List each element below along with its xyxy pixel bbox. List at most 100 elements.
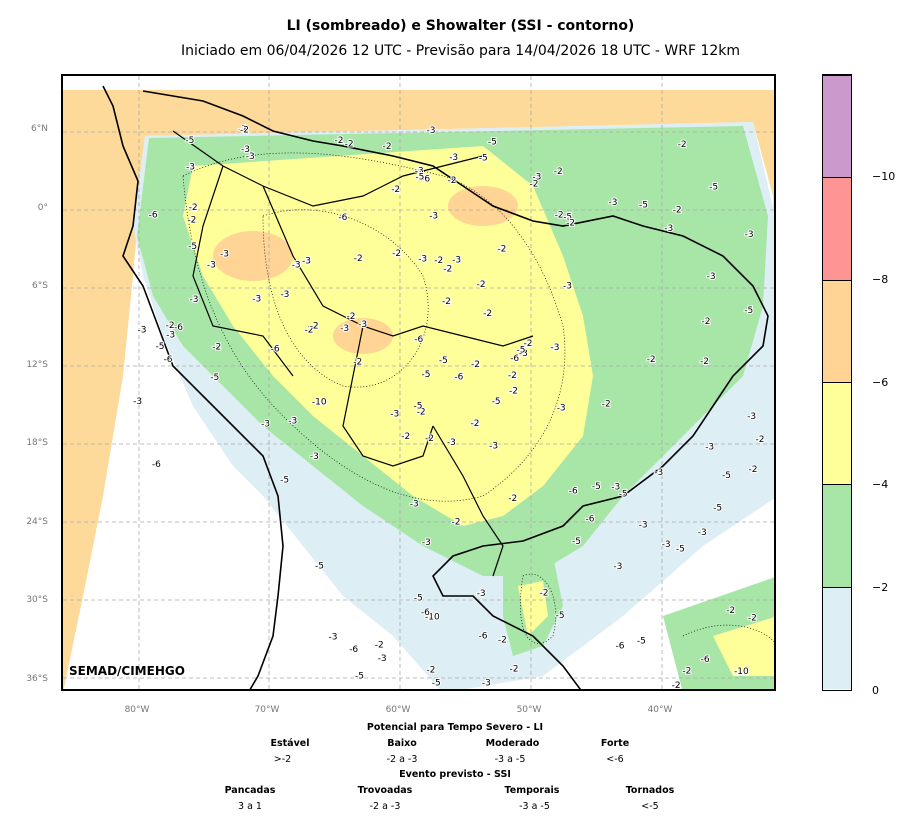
contour-label: -5 [517,345,526,355]
contour-label: -3 [563,281,572,291]
contour-label: -2 [425,434,434,444]
map-panel: -3 -3 -2 -6 -5 -2 -3 -5 -5 -3 -10 -5 -3 -2 -3 -3 -2 -3 -2-… [61,74,776,691]
contour-label: -5 [432,679,441,689]
contour-label: -10 [312,398,327,408]
contour-label: -6 [454,373,463,383]
contour-label: -6 [149,211,158,221]
legend-ssi-value: -3 a -5 [519,801,550,812]
contour-label: -2 [434,256,443,266]
contour-label: -2 [442,297,451,307]
contour-label: -2 [497,245,506,255]
contour-label: -3 [427,126,436,136]
contour-label: -2 [678,140,687,150]
contour-label: -3 [422,538,431,548]
contour-label: -3 [378,654,387,664]
contour-label: -3 [186,162,195,172]
legend-li-name: Baixo [387,738,417,749]
ssi-contours [182,152,774,644]
contour-label: -6 [164,355,173,365]
contour-label: -6 [152,460,161,470]
contour-label: -3 [698,528,707,538]
legend-ssi-name: Tornados [625,785,675,796]
contour-label: -2 [187,215,196,225]
contour-label: -2 [392,249,401,259]
contour-label: -2 [166,321,175,331]
contour-label: -3 [429,212,438,222]
contour-label: -2 [305,325,314,335]
colorbar-segment [823,484,851,587]
contour-label: -2 [417,408,426,418]
contour-label: -2 [748,614,757,624]
colorbar-segment [823,279,851,382]
contour-label: -6 [271,344,280,354]
contour-label: -5 [563,213,572,223]
contour-label: -5 [156,342,165,352]
legend-ssi-value: 3 a 1 [238,801,262,812]
contour-label: -10 [734,667,749,677]
contour-label: -3 [288,416,297,426]
lat-tick: 24°S [26,517,48,527]
contour-label: -2 [375,641,384,651]
contour-label: -2 [483,309,492,319]
contour-label: -3 [329,632,338,642]
contour-label: -2 [509,387,518,397]
contour-label: -5 [744,306,753,316]
contour-label: -2 [471,360,480,370]
contour-label: -3 [390,410,399,420]
contour-label: -5 [415,172,424,182]
contour-label: -3 [207,261,216,271]
contour-label: -3 [340,324,349,334]
contour-label: -3 [639,520,648,530]
contour-label: -2 [602,400,611,410]
contour-labels: -3-3-2-6-5-2-3-5-5-3-10-5-3-2-3-3-2-3-2-… [132,124,765,690]
contour-label: -2 [702,317,711,327]
contour-label: -2 [555,210,564,220]
legend-ssi-name: Trovoadas [357,785,413,796]
contour-label: -5 [315,562,324,572]
contour-label: -2 [353,358,362,368]
contour-label: -2 [212,343,221,353]
contour-label: -2 [524,339,533,349]
contour-label: -3 [220,249,229,259]
contour-label: -5 [619,490,628,500]
legend-ssi-value: -2 a -3 [369,801,401,812]
contour-label: -3 [611,483,620,493]
legend-li-name: Forte [600,738,630,749]
legend-ssi-title: Evento previsto - SSI [399,769,511,780]
colorbar-tick: −4 [872,478,889,491]
contour-label: -3 [519,349,528,359]
contour-label: -3 [532,172,541,182]
contour-label: -2 [189,203,198,213]
contour-label: -2 [310,322,319,332]
contour-label: -2 [391,185,400,195]
contour-label: -6 [616,642,625,652]
contour-label: -5 [439,356,448,366]
contour-label: -2 [238,125,247,135]
legend-ssi-value: <-5 [641,801,659,812]
contour-label: -5 [422,370,431,380]
contour-label: -5 [572,537,581,547]
contour-label: -5 [488,138,497,148]
contour-label: -3 [449,153,458,163]
contour-label: -5 [479,154,488,164]
li-moderate-area-atlantic [713,617,774,676]
contour-label: -2 [498,636,507,646]
contour-label: -5 [556,611,565,621]
contour-label: -6 [510,354,519,364]
contour-label: -2 [345,139,354,149]
contour-label: -6 [479,631,488,641]
contour-label: -6 [586,515,595,525]
contour-label: -3 [477,589,486,599]
colorbar-tick: 0 [872,684,879,697]
colorbar-segment [823,382,851,485]
contour-label: -5 [722,471,731,481]
gridlines [63,76,774,689]
contour-label: -3 [662,540,671,550]
contour-label: -3 [447,438,456,448]
contour-label: -5 [414,594,423,604]
contour-label: -2 [647,355,656,365]
contour-label: -3 [418,254,427,264]
contour-label: -5 [188,242,197,252]
contour-label: -3 [410,500,419,510]
lon-tick: 50°W [516,705,542,715]
